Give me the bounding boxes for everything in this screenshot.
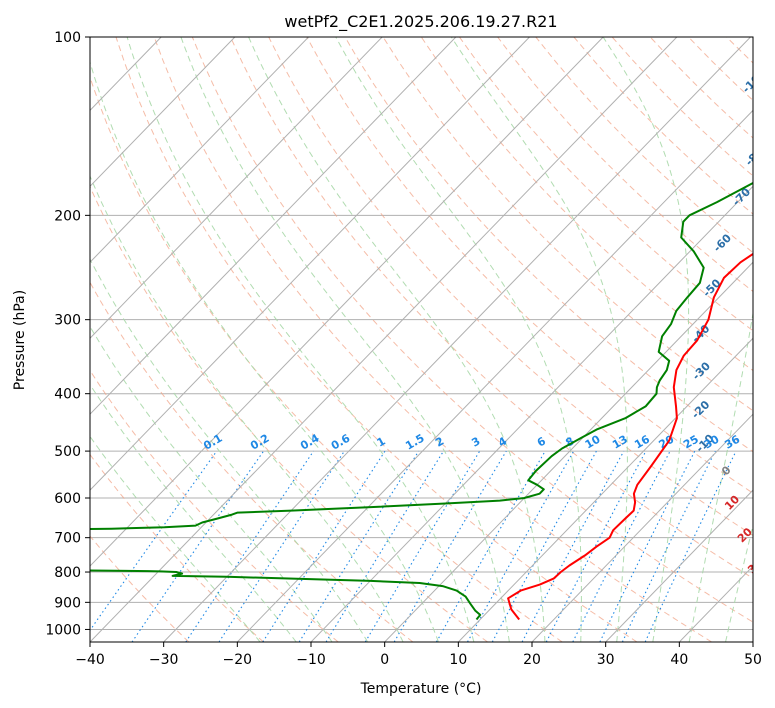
y-axis-label: Pressure (hPa) <box>12 290 28 390</box>
dewpoint-profile-line <box>90 181 753 621</box>
y-tick-label: 900 <box>54 595 81 611</box>
mixing-ratio-line <box>491 450 597 642</box>
isotherm-gridline <box>90 37 604 567</box>
isotherm-gridline <box>90 37 457 415</box>
moist-adiabat-line <box>180 37 510 642</box>
x-tick-label: −10 <box>296 652 326 668</box>
moist-adiabat-line <box>126 37 475 642</box>
mixing-ratio-line <box>90 450 218 632</box>
moist-adiabat-line <box>90 435 261 642</box>
dry-adiabat-label: -90 <box>750 107 773 130</box>
isotherm-gridline <box>90 37 383 339</box>
y-tick-label: 400 <box>54 387 81 403</box>
isotherm-gridline <box>90 37 678 642</box>
x-tick-label: 50 <box>744 652 762 668</box>
y-tick-label: 500 <box>54 444 81 460</box>
moist-adiabat-line <box>725 523 753 642</box>
x-tick-label: 0 <box>380 652 389 668</box>
moist-adiabat-line <box>688 310 753 642</box>
isotherm-gridline <box>384 261 753 642</box>
dry-adiabat-line <box>115 37 638 642</box>
isotherm-gridline <box>90 37 236 188</box>
x-tick-label: −30 <box>149 652 179 668</box>
x-tick-label: 20 <box>523 652 541 668</box>
y-tick-label: 1000 <box>45 622 81 638</box>
mixing-ratio-line <box>185 450 314 642</box>
moist-adiabat-line <box>90 325 333 642</box>
mixing-ratio-line <box>364 450 481 642</box>
x-tick-label: 10 <box>449 652 467 668</box>
isotherm-gridline <box>90 37 530 491</box>
x-tick-label: 40 <box>670 652 688 668</box>
isotherm-gridline <box>236 109 753 642</box>
isotherm-gridline <box>531 413 753 642</box>
moist-adiabat-line <box>450 37 628 642</box>
y-tick-label: 800 <box>54 565 81 581</box>
dry-adiabat-line <box>90 185 488 642</box>
mixing-ratio-line <box>218 450 345 642</box>
mixing-ratio-line <box>599 450 696 642</box>
moist-adiabat-label: 30 <box>745 556 765 576</box>
y-tick-label: 600 <box>54 491 81 507</box>
y-tick-label: 200 <box>54 208 81 224</box>
dry-adiabat-line <box>191 37 753 623</box>
isotherm-gridline <box>457 337 753 642</box>
dry-adiabat-line <box>90 75 563 642</box>
moist-adiabat-line <box>90 174 404 642</box>
mixing-ratio-line <box>262 450 386 642</box>
isotherm-gridline <box>605 489 753 642</box>
dry-adiabat-label: -80 <box>743 145 766 168</box>
mixing-ratio-line <box>621 450 716 642</box>
isotherm-gridline <box>163 37 751 642</box>
mixing-ratio-line <box>521 450 625 642</box>
mixing-ratio-line <box>298 450 420 642</box>
x-tick-label: −20 <box>223 652 253 668</box>
chart-title: wetPf2_C2E1.2025.206.19.27.R21 <box>284 12 557 32</box>
isotherm-gridline <box>310 185 753 642</box>
isotherm-gridline <box>90 37 309 263</box>
mixing-ratio-line <box>131 450 265 642</box>
moist-adiabat-line <box>90 60 439 642</box>
y-tick-label: 300 <box>54 313 81 329</box>
moist-adiabat-line <box>248 37 546 642</box>
y-tick-label: 100 <box>54 30 81 46</box>
x-tick-label: 30 <box>597 652 615 668</box>
x-axis-label: Temperature (°C) <box>360 681 482 697</box>
x-tick-label: −40 <box>75 652 105 668</box>
mixing-ratio-line <box>325 450 444 642</box>
dry-adiabat-line <box>497 37 753 293</box>
y-tick-label: 700 <box>54 531 81 547</box>
moist-adiabat-line <box>602 37 690 642</box>
temperature-profile-line <box>507 252 753 621</box>
moist-adiabat-line <box>90 383 297 642</box>
plot-frame <box>89 36 754 643</box>
moist-adiabat-line <box>90 258 369 642</box>
dry-adiabat-line <box>90 453 264 642</box>
